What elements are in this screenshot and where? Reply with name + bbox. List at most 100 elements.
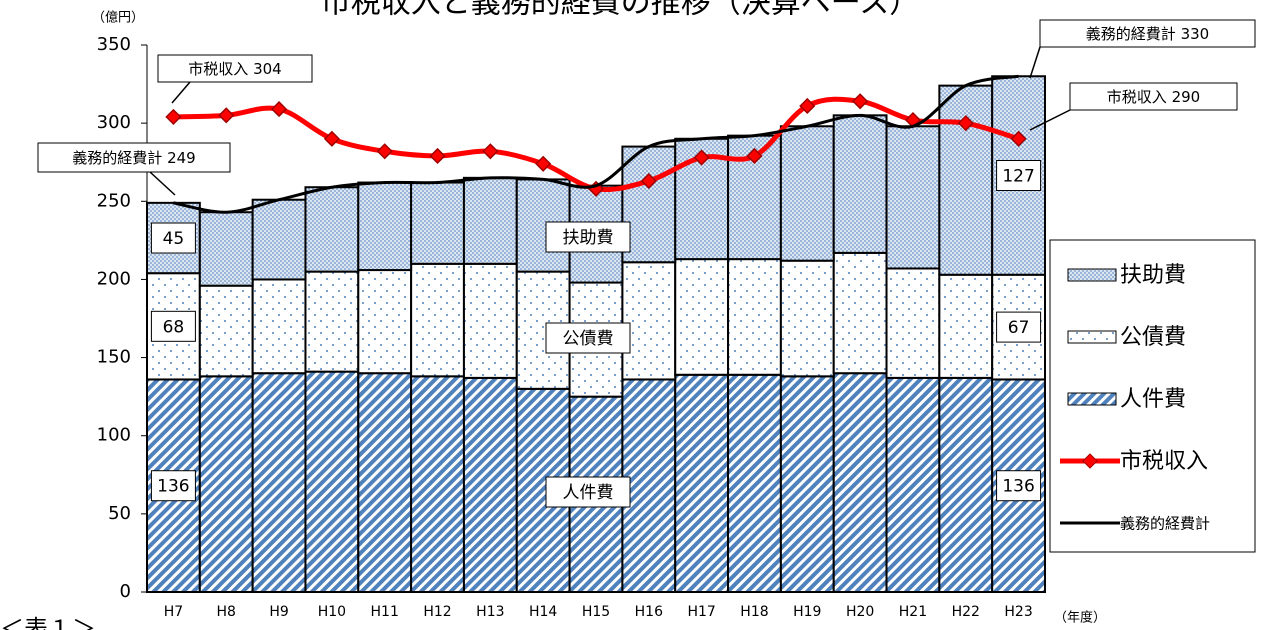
x-tick-label: H14 [529, 604, 557, 620]
callout: 市税収入 304 [188, 60, 281, 78]
value-label-box [996, 470, 1042, 502]
bar-segment [674, 373, 730, 593]
bar-segment [832, 251, 888, 375]
line-marker [429, 147, 446, 165]
x-tick-label: H19 [793, 604, 821, 620]
bar-segment [938, 376, 994, 594]
bar-segment [938, 273, 994, 379]
bar-segment [885, 376, 941, 594]
segment-label: 扶助費 [563, 228, 614, 248]
y-tick-label: 100 [97, 425, 131, 446]
bar-segment [621, 261, 677, 381]
legend-swatch [1067, 330, 1117, 344]
callout-pointer [1029, 109, 1071, 131]
x-tick-label: H10 [318, 604, 346, 620]
bar-segment [304, 270, 360, 373]
bar-segment [198, 375, 254, 593]
callout-box [37, 142, 231, 173]
x-tick-label: H16 [635, 604, 663, 620]
x-tick-label: H22 [952, 604, 980, 620]
bar-segment [674, 258, 730, 376]
line-marker [482, 143, 499, 160]
y-tick-label: 50 [108, 503, 131, 524]
chart-title: 市税収入と義務的経費の推移（決算ベース） [321, 0, 920, 21]
y-tick-label: 350 [97, 34, 131, 55]
x-tick-label: H15 [582, 604, 610, 620]
line-marker [218, 107, 235, 124]
legend-label: 扶助費 [1120, 263, 1186, 288]
bar-segment [410, 181, 465, 265]
x-tick-label: H13 [476, 604, 504, 620]
value-label-box [996, 311, 1042, 343]
legend-swatch [1067, 392, 1117, 406]
line-marker [640, 172, 657, 190]
segment-label-box [545, 322, 631, 354]
legend-swatch [1067, 268, 1117, 282]
callout-pointer [149, 171, 176, 196]
bar-segment [727, 258, 782, 376]
x-tick-label: H7 [164, 604, 183, 620]
value-label-box [150, 310, 196, 342]
legend-label: 公債費 [1120, 325, 1186, 350]
bar-segment [251, 198, 307, 281]
y-tick-label: 300 [97, 112, 131, 133]
y-tick-label: 0 [120, 581, 131, 602]
bar-segment [357, 372, 413, 594]
segment-label: 公債費 [563, 329, 614, 349]
value-label: 68 [163, 317, 185, 337]
bar-segment [462, 176, 518, 265]
legend-label: 義務的経費計 [1120, 515, 1210, 533]
bar-segment [304, 186, 360, 273]
callout: 義務的経費計 249 [72, 149, 195, 167]
x-unit: （年度） [1054, 610, 1106, 626]
line-marker [852, 93, 869, 110]
y-tick-label: 250 [97, 190, 131, 211]
bar-segment [251, 372, 307, 594]
value-label-box [150, 470, 196, 502]
value-label-box [996, 159, 1042, 191]
bar-segment [885, 267, 941, 379]
bar-segment [357, 269, 413, 375]
value-label: 45 [163, 229, 185, 249]
callout-box [1069, 82, 1238, 111]
bar-segment [198, 284, 254, 378]
y-tick-label: 150 [97, 347, 131, 368]
line-marker [693, 149, 710, 166]
bar-segment [462, 262, 518, 379]
legend-label: 市税収入 [1120, 449, 1208, 474]
bar-segment [727, 373, 782, 593]
line-marker [799, 97, 816, 115]
line-marker [535, 155, 552, 172]
bar-segment [410, 375, 465, 593]
bar-segment [410, 262, 465, 378]
line-4 [173, 74, 1019, 214]
value-label: 136 [1002, 477, 1034, 497]
bar-segment [621, 145, 677, 264]
line-marker [746, 147, 763, 165]
segment-label-box [545, 476, 631, 508]
x-tick-label: H23 [1004, 604, 1032, 620]
bar-segment [304, 370, 360, 593]
segment-label: 人件費 [563, 483, 614, 503]
bar-segment [938, 84, 994, 276]
line-marker [270, 101, 288, 118]
x-tick-label: H9 [269, 604, 288, 620]
x-tick-label: H12 [423, 604, 451, 620]
line-marker [323, 130, 340, 147]
x-tick-label: H21 [899, 604, 927, 620]
bar-segment [885, 125, 941, 270]
bar-segment [832, 372, 888, 594]
bar-segment [832, 114, 888, 254]
x-tick-label: H18 [740, 604, 768, 620]
bar-segment [779, 125, 835, 262]
legend-marker [1082, 453, 1098, 469]
y-tick-label: 200 [97, 268, 131, 289]
callout-box [1039, 19, 1256, 48]
bar-segment [357, 181, 413, 272]
value-label-box [150, 222, 196, 254]
x-tick-label: H20 [846, 604, 874, 620]
caption: ＜表１＞ [0, 615, 96, 630]
value-label: 136 [157, 477, 189, 497]
segment-label-box [545, 221, 631, 253]
